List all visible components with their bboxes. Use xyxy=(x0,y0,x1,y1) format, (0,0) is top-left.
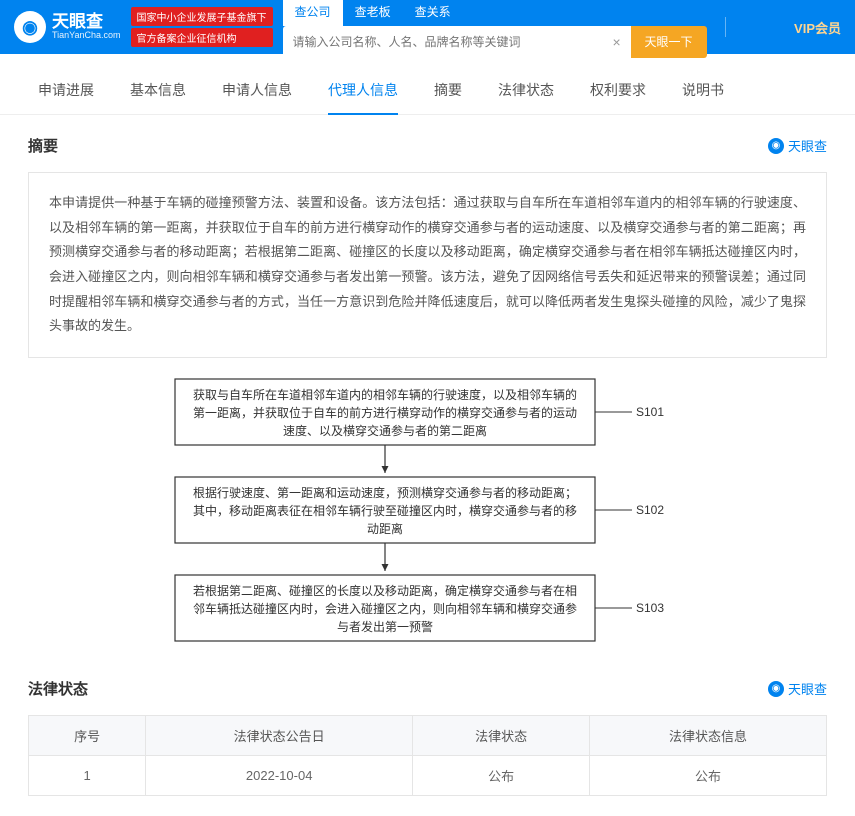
search-block: 查公司 查老板 查关系 × 天眼一下 xyxy=(283,0,707,58)
header-badges: 国家中小企业发展子基金旗下 官方备案企业征信机构 xyxy=(131,7,273,47)
legal-head: 法律状态 ◉天眼查 xyxy=(28,678,827,699)
flow-step-text: 其中，移动距离表征在相邻车辆行驶至碰撞区内时，横穿交通参与者的移 xyxy=(192,503,576,518)
abstract-body: 本申请提供一种基于车辆的碰撞预警方法、装置和设备。该方法包括：通过获取与自车所在… xyxy=(28,172,827,358)
nav-item-7[interactable]: 说明书 xyxy=(664,66,742,114)
abstract-section: 摘要 ◉天眼查 本申请提供一种基于车辆的碰撞预警方法、装置和设备。该方法包括：通… xyxy=(0,115,855,672)
nav-item-6[interactable]: 权利要求 xyxy=(572,66,664,114)
nav-item-2[interactable]: 申请人信息 xyxy=(204,66,310,114)
flow-step-text: 第一距离，并获取位于自车的前方进行横穿动作的横穿交通参与者的运动 xyxy=(192,405,576,420)
flow-step-text: 速度、以及横穿交通参与者的第二距离 xyxy=(282,423,486,438)
flow-step-text: 根据行驶速度、第一距离和运动速度，预测横穿交通参与者的移动距离； xyxy=(192,485,576,500)
search-tab-company[interactable]: 查公司 xyxy=(283,0,343,26)
search-clear-icon[interactable]: × xyxy=(603,26,631,58)
brand-watermark: ◉天眼查 xyxy=(768,679,827,698)
flow-step-text: 与者发出第一预警 xyxy=(336,619,432,634)
legal-title: 法律状态 xyxy=(28,678,88,699)
vip-link[interactable]: VIP会员 xyxy=(794,18,841,37)
nav-item-1[interactable]: 基本信息 xyxy=(112,66,204,114)
search-row: × 天眼一下 xyxy=(283,26,707,58)
logo-icon: ◉ xyxy=(14,11,46,43)
flowchart-svg: 获取与自车所在车道相邻车道内的相邻车辆的行驶速度，以及相邻车辆的第一距离，并获取… xyxy=(174,378,682,642)
nav-item-3[interactable]: 代理人信息 xyxy=(310,66,416,114)
nav-item-5[interactable]: 法律状态 xyxy=(480,66,572,114)
badge-fund: 国家中小企业发展子基金旗下 xyxy=(131,7,273,26)
flow-step-id: S101 xyxy=(636,405,664,419)
flow-step-id: S103 xyxy=(636,601,664,615)
table-header: 法律状态信息 xyxy=(590,716,827,756)
nav-item-4[interactable]: 摘要 xyxy=(416,66,480,114)
logo-cn: 天眼查 xyxy=(52,13,121,32)
brand-watermark: ◉天眼查 xyxy=(768,136,827,155)
legal-section: 法律状态 ◉天眼查 序号法律状态公告日法律状态法律状态信息12022-10-04… xyxy=(0,672,855,816)
table-row: 12022-10-04公布公布 xyxy=(29,756,827,796)
swirl-icon: ◉ xyxy=(768,681,784,697)
logo-pinyin: TianYanCha.com xyxy=(52,31,121,41)
table-cell: 公布 xyxy=(590,756,827,796)
flow-step-text: 动距离 xyxy=(366,521,402,536)
flow-step-text: 获取与自车所在车道相邻车道内的相邻车辆的行驶速度，以及相邻车辆的 xyxy=(192,387,576,402)
table-header: 法律状态 xyxy=(413,716,590,756)
table-header: 法律状态公告日 xyxy=(146,716,413,756)
abstract-head: 摘要 ◉天眼查 xyxy=(28,135,827,156)
search-tab-boss[interactable]: 查老板 xyxy=(343,0,403,26)
flow-step-text: 邻车辆抵达碰撞区内时，会进入碰撞区之内，则向相邻车辆和横穿交通参 xyxy=(192,601,576,616)
logo[interactable]: ◉ 天眼查 TianYanCha.com xyxy=(14,11,121,43)
table-header: 序号 xyxy=(29,716,146,756)
badge-official: 官方备案企业征信机构 xyxy=(131,28,273,47)
logo-text: 天眼查 TianYanCha.com xyxy=(52,13,121,42)
table-cell: 1 xyxy=(29,756,146,796)
topbar: ◉ 天眼查 TianYanCha.com 国家中小企业发展子基金旗下 官方备案企… xyxy=(0,0,855,54)
flow-step-text: 若根据第二距离、碰撞区的长度以及移动距离，确定横穿交通参与者在相 xyxy=(192,583,576,598)
search-tab-relation[interactable]: 查关系 xyxy=(403,0,463,26)
search-button[interactable]: 天眼一下 xyxy=(631,26,707,58)
brand-watermark-text: 天眼查 xyxy=(788,679,827,698)
content-nav: 申请进展基本信息申请人信息代理人信息摘要法律状态权利要求说明书 xyxy=(0,66,855,115)
table-cell: 公布 xyxy=(413,756,590,796)
flowchart: 获取与自车所在车道相邻车道内的相邻车辆的行驶速度，以及相邻车辆的第一距离，并获取… xyxy=(28,358,827,652)
search-input[interactable] xyxy=(283,26,603,58)
flow-step-id: S102 xyxy=(636,503,664,517)
legal-table: 序号法律状态公告日法律状态法律状态信息12022-10-04公布公布 xyxy=(28,715,827,796)
search-tabs: 查公司 查老板 查关系 xyxy=(283,0,707,26)
swirl-icon: ◉ xyxy=(768,138,784,154)
abstract-title: 摘要 xyxy=(28,135,58,156)
nav-item-0[interactable]: 申请进展 xyxy=(20,66,112,114)
topbar-divider xyxy=(725,17,726,37)
table-cell: 2022-10-04 xyxy=(146,756,413,796)
brand-watermark-text: 天眼查 xyxy=(788,136,827,155)
